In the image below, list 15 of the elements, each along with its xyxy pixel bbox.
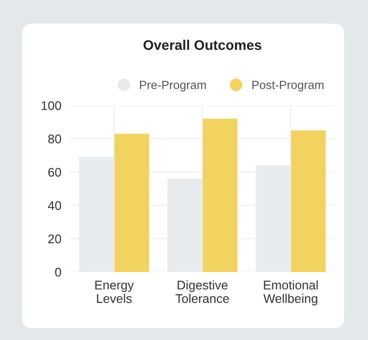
legend-label: Post-Program: [252, 80, 324, 92]
y-tick-label: 20: [48, 234, 62, 244]
bar: [291, 130, 326, 272]
chart-title: Overall Outcomes: [144, 40, 262, 50]
y-tick-label: 100: [42, 101, 62, 110]
y-tick-label: 60: [48, 168, 62, 177]
legend-label: Pre-Program: [140, 80, 206, 92]
y-tick-label: 80: [48, 134, 62, 144]
x-tick-label: Digestive Tolerance: [176, 280, 229, 303]
bar: [114, 134, 150, 272]
bar: [202, 118, 238, 272]
y-tick-label: 0: [55, 268, 62, 277]
y-tick-label: 40: [48, 201, 62, 210]
x-tick-label: Energy Levels: [95, 280, 134, 303]
x-tick-label: Emotional Wellbeing: [263, 280, 318, 306]
